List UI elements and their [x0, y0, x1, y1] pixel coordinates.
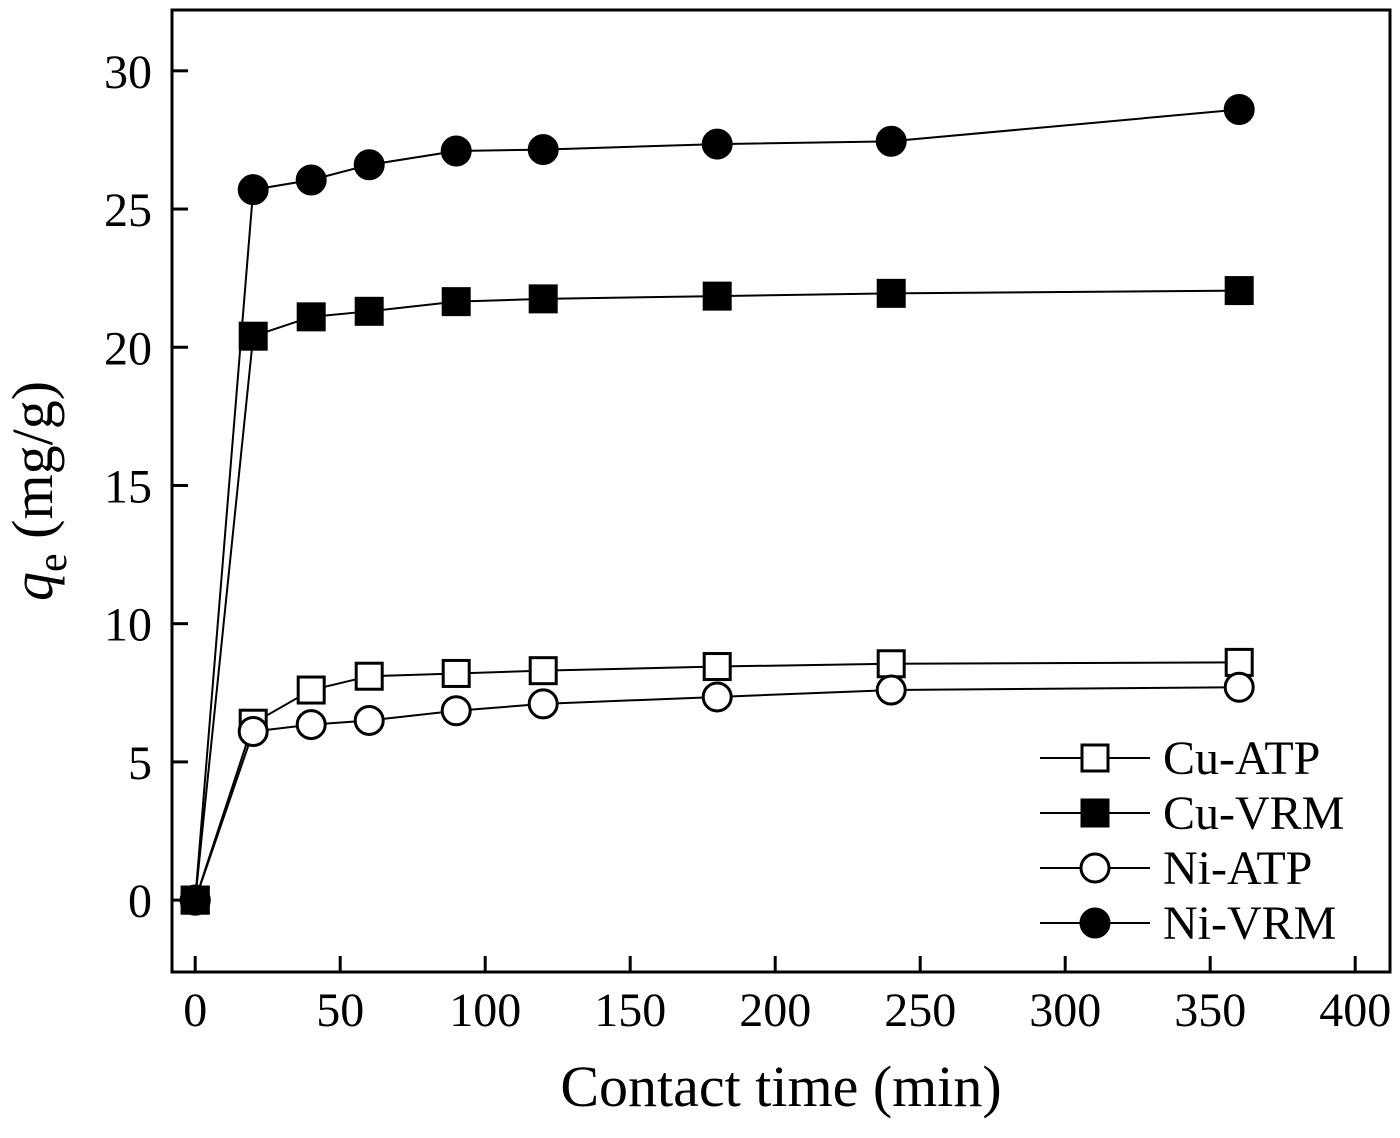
- circle-open-marker: [701, 681, 733, 713]
- x-axis-tick-label: 400: [1319, 984, 1391, 1037]
- legend-label: Ni-ATP: [1163, 842, 1312, 895]
- y-axis-tick-label: 5: [128, 737, 152, 790]
- series-line: [194, 108, 1240, 901]
- y-axis-tick-label: 0: [128, 875, 152, 928]
- square-open-marker: [354, 661, 384, 691]
- circle-filled-marker: [440, 135, 472, 167]
- square-filled-marker: [1224, 276, 1254, 306]
- circle-filled-marker: [701, 128, 733, 160]
- square-open-marker: [1224, 647, 1254, 677]
- square-filled-marker: [354, 296, 384, 326]
- square-filled-marker: [702, 281, 732, 311]
- circle-open-marker: [875, 674, 907, 706]
- x-axis-tick-label: 250: [884, 984, 956, 1037]
- circle-open-marker: [440, 695, 472, 727]
- x-axis-tick-label: 0: [183, 984, 207, 1037]
- series-ni-atp: [179, 671, 1255, 916]
- legend-label: Cu-ATP: [1163, 732, 1320, 785]
- y-axis-tick-label: 20: [104, 322, 152, 375]
- circle-open-marker: [527, 688, 559, 720]
- square-open-marker: [296, 675, 326, 705]
- circle-filled-marker: [179, 884, 211, 916]
- plot-frame: [170, 8, 1392, 974]
- circle-open-marker: [353, 704, 385, 736]
- x-axis-tick-label: 100: [449, 984, 521, 1037]
- x-axis: 0 50 100 150 200 250 300 350 400: [183, 956, 1391, 1037]
- y-axis-tick-label: 30: [104, 46, 152, 99]
- legend-label: Ni-VRM: [1163, 897, 1336, 950]
- circle-open-marker: [237, 716, 269, 747]
- square-open-marker: [876, 649, 906, 679]
- square-open-marker: [702, 652, 732, 682]
- circle-filled-marker: [295, 164, 327, 196]
- circle-filled-marker: [353, 149, 385, 181]
- y-axis-tick-label: 15: [104, 460, 152, 513]
- x-axis-title: Contact time (min): [560, 1054, 1001, 1119]
- circle-open-marker: [295, 709, 327, 741]
- circle-filled-marker: [237, 174, 269, 206]
- square-open-marker: [1080, 743, 1110, 773]
- square-filled-marker: [528, 284, 558, 314]
- circle-filled-marker: [1223, 94, 1255, 126]
- square-filled-marker: [441, 287, 471, 317]
- legend-item: Ni-VRM: [1040, 897, 1336, 950]
- series-ni-vrm: [179, 94, 1255, 916]
- circle-open-marker: [1223, 671, 1255, 703]
- square-open-marker: [441, 658, 471, 688]
- legend-item: Cu-ATP: [1040, 732, 1320, 785]
- legend-item: Cu-VRM: [1040, 787, 1344, 840]
- y-axis: 0 5 10 15 20 25 30: [104, 46, 188, 928]
- x-axis-tick-label: 50: [316, 984, 364, 1037]
- circle-filled-marker: [875, 125, 907, 157]
- circle-filled-marker: [1079, 907, 1111, 939]
- y-axis-title: qe (mg/g): [0, 381, 76, 601]
- y-axis-tick-label: 10: [104, 599, 152, 652]
- x-axis-tick-label: 200: [739, 984, 811, 1037]
- legend-label: Cu-VRM: [1163, 787, 1344, 840]
- circle-filled-marker: [527, 134, 559, 166]
- x-axis-tick-label: 300: [1029, 984, 1101, 1037]
- square-filled-marker: [296, 302, 326, 332]
- legend-item: Ni-ATP: [1040, 842, 1312, 895]
- square-filled-marker: [238, 321, 268, 351]
- y-axis-tick-label: 25: [104, 184, 152, 237]
- square-open-marker: [528, 656, 558, 686]
- circle-open-marker: [1079, 852, 1111, 884]
- x-axis-tick-label: 350: [1174, 984, 1246, 1037]
- x-axis-tick-label: 150: [594, 984, 666, 1037]
- square-filled-marker: [876, 278, 906, 308]
- square-filled-marker: [1080, 798, 1110, 828]
